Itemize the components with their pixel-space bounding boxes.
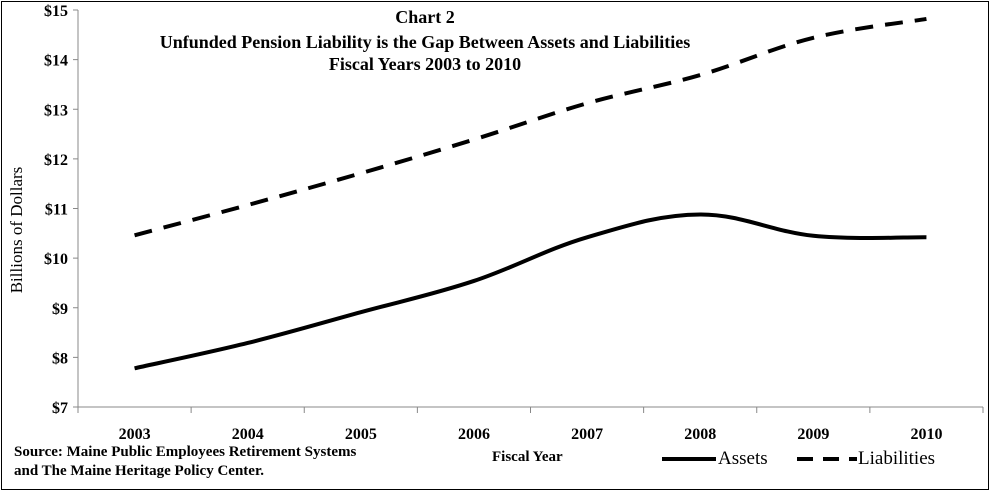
y-tick-label: $15 (44, 3, 68, 20)
source-line-2: and The Maine Heritage Policy Center. (14, 463, 264, 479)
chart-subtitle-line-2: Fiscal Years 2003 to 2010 (328, 54, 522, 74)
x-tick-label: 2009 (797, 426, 829, 443)
y-tick-labels: $7 $8 $9 $10 $11 $12 $13 $14 $15 (44, 3, 68, 417)
y-tick-label: $12 (44, 152, 68, 169)
chart-title: Chart 2 (395, 7, 455, 27)
x-tick-label: 2008 (684, 426, 716, 443)
y-tick-label: $10 (44, 251, 68, 268)
source-note: Source: Maine Public Employees Retiremen… (14, 443, 356, 481)
x-tick-label: 2004 (232, 426, 264, 443)
x-tick-label: 2003 (119, 426, 151, 443)
series-lines (134, 16, 927, 371)
legend-label-liabilities: Liabilities (858, 448, 936, 469)
y-tick-label: $14 (44, 53, 68, 70)
y-tick-label: $8 (52, 350, 68, 367)
chart-axes (73, 9, 984, 413)
x-tick-labels: 2003 2004 2005 2006 2007 2008 2009 2010 (119, 426, 943, 443)
chart-subtitle-line-1: Unfunded Pension Liability is the Gap Be… (159, 32, 691, 52)
x-tick-label: 2006 (458, 426, 490, 443)
x-tick-label: 2007 (571, 426, 603, 443)
x-axis-label: Fiscal Year (492, 449, 563, 465)
series-line-liabilities (134, 16, 927, 238)
legend-label-assets: Assets (718, 448, 768, 469)
y-tick-label: $7 (52, 400, 68, 417)
x-tick-label: 2005 (345, 426, 377, 443)
source-line-1: Source: Maine Public Employees Retiremen… (14, 444, 357, 460)
y-tick-label: $13 (44, 102, 68, 119)
series-line-assets (134, 212, 927, 371)
y-tick-label: $11 (45, 202, 68, 219)
y-tick-label: $9 (52, 301, 68, 318)
x-tick-label: 2010 (910, 426, 942, 443)
y-axis-label: Billions of Dollars (7, 166, 26, 294)
